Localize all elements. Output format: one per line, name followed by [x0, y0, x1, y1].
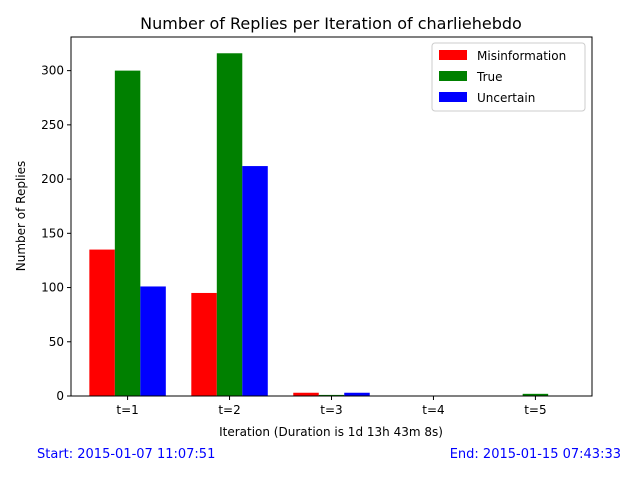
y-tick-label: 150 — [41, 226, 64, 240]
x-axis-label: Iteration (Duration is 1d 13h 43m 8s) — [219, 425, 443, 439]
bar-uncertain-t2 — [242, 166, 268, 396]
x-tick-label: t=4 — [422, 403, 444, 417]
legend-swatch-uncertain — [439, 92, 467, 102]
plot-area: 0 50 100 150 200 250 300 t=1 t=2 t=3 t=4 t=5 — [41, 36, 593, 417]
y-tick-label: 250 — [41, 118, 64, 132]
legend: Misinformation True Uncertain — [431, 42, 586, 112]
bar-true-t1 — [114, 70, 141, 397]
legend-box — [431, 42, 586, 112]
x-tick-label: t=3 — [320, 403, 342, 417]
legend-swatch-true — [439, 71, 467, 81]
y-tick-label: 300 — [41, 64, 64, 78]
x-tick-label: t=2 — [218, 403, 240, 417]
bar-misinformation-t1 — [89, 249, 115, 396]
bar-misinformation-t3 — [293, 392, 319, 396]
bar-misinformation-t2 — [191, 292, 217, 396]
chart-title: Number of Replies per Iteration of charl… — [140, 14, 522, 33]
legend-label-true: True — [476, 70, 503, 84]
y-axis-label: Number of Replies — [14, 161, 28, 272]
bar-true-t5 — [522, 393, 549, 396]
end-timestamp: End: 2015-01-15 07:43:33 — [449, 447, 621, 462]
y-tick-label: 100 — [41, 281, 64, 295]
y-tick-label: 0 — [56, 389, 64, 403]
y-tick-label: 50 — [49, 335, 64, 349]
x-tick-label: t=5 — [524, 403, 546, 417]
bar-uncertain-t1 — [140, 286, 166, 396]
start-timestamp: Start: 2015-01-07 11:07:51 — [37, 447, 216, 462]
legend-label-uncertain: Uncertain — [477, 91, 535, 105]
bar-uncertain-t3 — [344, 392, 370, 396]
legend-swatch-misinformation — [439, 50, 467, 60]
x-tick-label: t=1 — [116, 403, 138, 417]
legend-label-misinformation: Misinformation — [477, 49, 566, 63]
bar-true-t2 — [216, 53, 243, 397]
y-tick-label: 200 — [41, 172, 64, 186]
bar-true-t3 — [318, 394, 345, 396]
